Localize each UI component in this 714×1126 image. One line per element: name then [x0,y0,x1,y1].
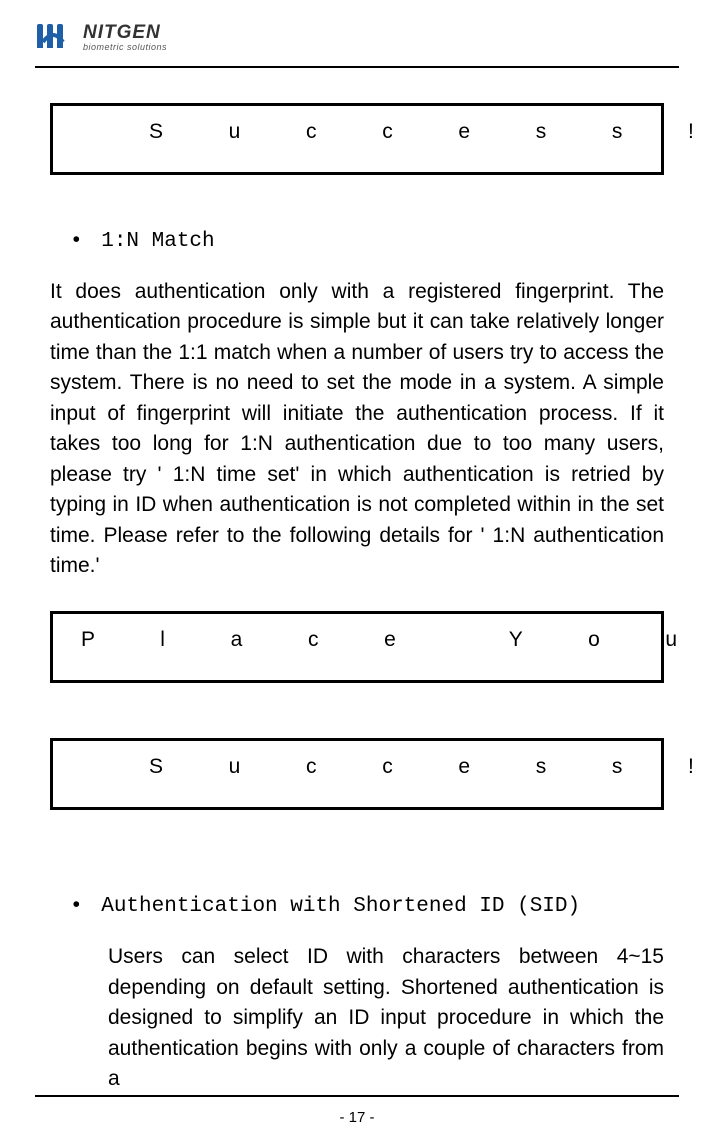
page-content: S u c c e s s ! 1:N Match It does authen… [35,103,679,1095]
page-number: - 17 - [339,1109,374,1126]
display-box-success-1: S u c c e s s ! [50,103,664,175]
spacer [50,865,664,895]
display-text: S u c c e s s ! [81,755,633,779]
company-name: NITGEN [83,23,167,42]
display-text: S u c c e s s ! [81,120,633,144]
section-title: 1:N Match [88,230,664,253]
page-header: NITGEN biometric solutions [35,20,679,68]
display-box-success-2: S u c c e s s ! [50,738,664,810]
nitgen-logo-icon [35,20,77,54]
body-text-sid: Users can select ID with characters betw… [108,942,664,1094]
body-text-match: It does authentication only with a regis… [50,277,664,581]
section-1n-match: 1:N Match [50,230,664,253]
section-sid: Authentication with Shortened ID (SID) [50,895,664,918]
company-tagline: biometric solutions [83,42,167,52]
page-footer: - 17 - [35,1095,679,1126]
section-title: Authentication with Shortened ID (SID) [88,895,664,918]
page-container: NITGEN biometric solutions S u c c e s s… [0,0,714,1108]
company-name-block: NITGEN biometric solutions [83,23,167,52]
display-box-place-fp: P l a c e Y o u r F P [50,611,664,683]
display-text: P l a c e Y o u r F P [81,628,633,652]
